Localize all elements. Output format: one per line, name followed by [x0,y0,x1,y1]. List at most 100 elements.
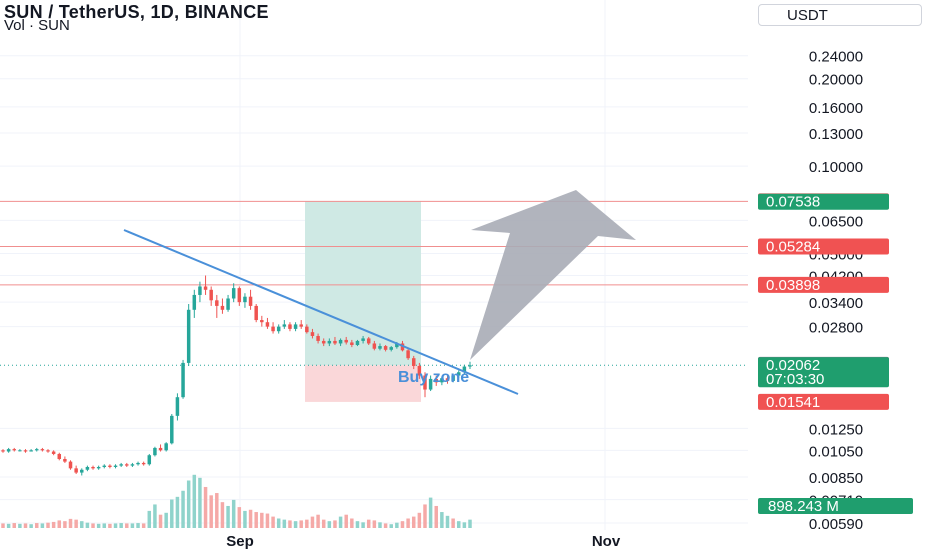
candle [12,449,16,451]
candle [181,362,185,398]
volume-bar [243,510,247,528]
time-axis-label: Nov [592,533,621,550]
candle [40,449,45,451]
candle [153,447,157,456]
candle [147,455,152,465]
volume-bar [29,524,33,528]
volume-bars [1,474,472,528]
candle [310,332,315,336]
volume-bar [389,524,393,528]
candle [125,464,129,466]
volume-bar [260,512,264,528]
candle [366,338,371,344]
candle [237,288,242,303]
candle [175,397,180,416]
candle [434,378,438,383]
volume-bar [158,514,163,528]
volume-bar [102,523,107,528]
currency-button[interactable]: USDT [758,4,922,26]
volume-bar [186,480,191,528]
volume-bar [85,522,90,528]
volume-bar [181,490,185,528]
price-badge [758,357,889,388]
candle [141,462,146,465]
price-axis-label: 0.20000 [809,72,863,89]
volume-bar [113,523,118,528]
volume-bar [231,499,236,528]
volume-indicator-label: Vol · SUN [4,17,70,34]
candle [6,449,11,452]
price-badge-label: 0.05284 [766,239,820,256]
candle [203,286,208,290]
price-axis-label: 0.00590 [809,516,863,533]
price-badge-countdown: 07:03:30 [766,371,824,388]
volume-bar [147,510,152,528]
candle [198,286,202,295]
volume-bar [271,516,275,528]
candle [130,464,135,466]
volume-bar [440,512,444,528]
candle [158,447,163,451]
candle [333,340,337,344]
volume-bar [46,522,50,528]
candle [102,465,107,467]
price-axis-label: 0.13000 [809,126,863,143]
candle [288,324,292,329]
volume-bar [350,518,354,528]
candle [74,468,78,473]
candle [260,320,264,323]
candle [378,346,382,349]
time-axis-label: Sep [226,533,254,550]
arrow-drawing [470,190,636,360]
volume-bar [125,523,129,528]
candle [321,340,326,344]
candle [457,372,461,376]
volume-bar [203,486,208,528]
volume-bar [6,523,11,528]
candle [316,335,320,341]
candle [338,339,343,344]
volume-bar [451,518,455,528]
volume-bar [299,520,303,528]
price-axis-label: 0.02800 [809,320,863,337]
stop-zone [305,365,421,402]
volume-bar [366,519,371,528]
volume-bar [209,495,213,528]
candle [383,346,388,350]
candle [282,324,287,327]
volume-bar [400,521,405,528]
candle [361,338,365,341]
candle [254,305,258,321]
candle [395,343,399,348]
price-axis-label: 0.24000 [809,49,863,66]
volume-bar [1,523,5,528]
candle [215,300,219,306]
candle [440,378,444,383]
price-badge-label: 0.03898 [766,277,820,294]
candle [231,288,236,299]
candle [35,449,39,451]
volume-bar [276,518,281,528]
candle [46,450,50,452]
volume-bar [378,522,382,528]
volume-bar [355,521,360,528]
candle [91,466,95,469]
volume-bar [170,499,174,528]
volume-bar [406,518,410,528]
volume-bar [288,520,292,528]
symbol-title: SUN / TetherUS, 1D, BINANCE [4,2,269,22]
candle [68,461,73,469]
volume-bar [434,505,438,528]
volume-bar [457,521,461,528]
candle [445,378,450,381]
candle [372,343,377,349]
candle [299,324,303,327]
candle [428,378,433,390]
volume-bar [74,519,78,528]
volume-bar [372,520,377,528]
volume-bar [468,519,472,528]
volume-bar [254,512,258,528]
volume-bar [175,496,180,528]
candle [80,469,84,473]
